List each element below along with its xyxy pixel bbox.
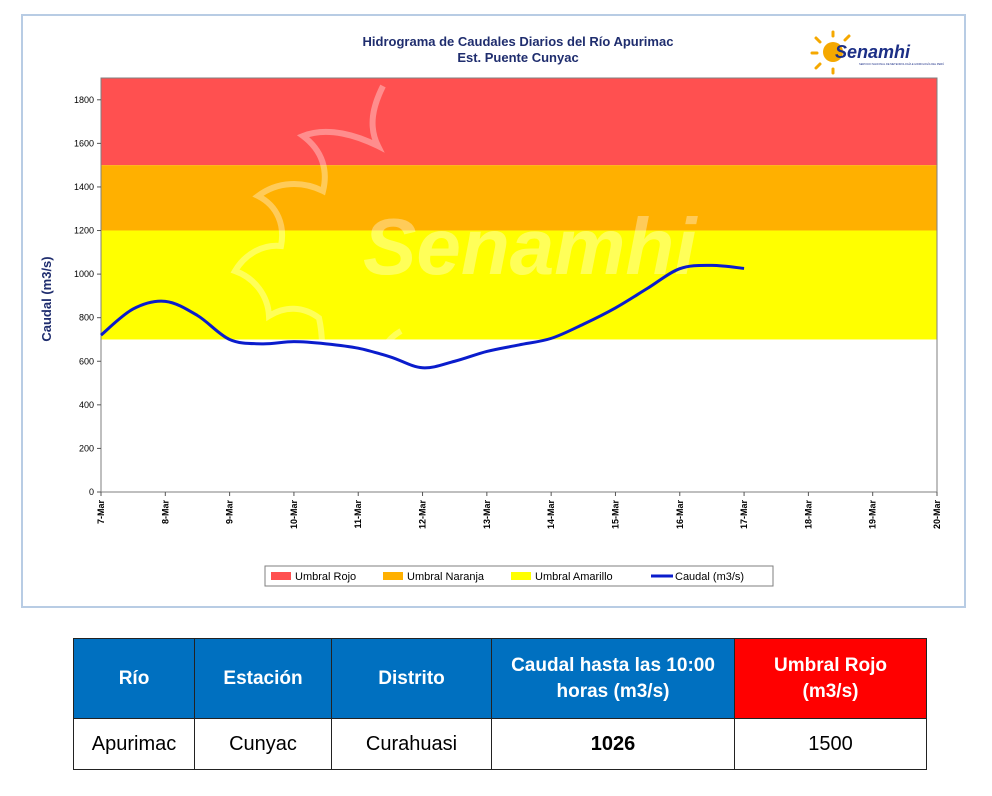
- x-tick-label: 20-Mar: [932, 500, 942, 530]
- legend-swatch: [383, 572, 403, 580]
- x-tick-label: 10-Mar: [289, 500, 299, 530]
- plot-border: [100, 77, 938, 493]
- y-tick-label: 400: [79, 400, 94, 410]
- y-tick-label: 1200: [74, 226, 94, 236]
- table-header-row: Río Estación Distrito Caudal hasta las 1…: [73, 638, 927, 719]
- x-tick-label: 19-Mar: [868, 500, 878, 530]
- legend: Umbral Rojo Umbral Naranja Umbral Amarillo…: [264, 565, 774, 587]
- x-tick-label: 18-Mar: [803, 500, 813, 530]
- series-line-caudal: [100, 263, 745, 370]
- header-umbral-rojo: Umbral Rojo (m3/s): [734, 638, 927, 719]
- threshold-bands: [101, 78, 937, 340]
- plot-axes: 0 200 400 600 800 1000 1200 1400 1600 1800 7-Mar 8-…: [74, 77, 942, 530]
- cell-distrito: Curahuasi: [331, 718, 492, 770]
- y-axis-label: Caudal (m3/s): [39, 256, 54, 341]
- x-tick-label: 16-Mar: [675, 500, 685, 530]
- cell-estacion: Cunyac: [194, 718, 332, 770]
- chart-svg: Hidrograma de Caudales Diarios del Río A…: [39, 30, 944, 587]
- sun-icon: [810, 30, 851, 75]
- legend-swatch: [271, 572, 291, 580]
- y-tick-label: 0: [89, 487, 94, 497]
- band-umbral-naranja: [101, 165, 937, 231]
- header-estacion: Estación: [194, 638, 332, 719]
- x-tick-label: 15-Mar: [610, 500, 620, 530]
- watermark-sun-icon: [230, 84, 403, 388]
- y-tick-label: 200: [79, 443, 94, 453]
- y-tick-label: 1600: [74, 138, 94, 148]
- x-tick-label: 11-Mar: [353, 500, 363, 529]
- x-tick-label: 7-Mar: [96, 500, 106, 525]
- legend-label: Umbral Naranja: [407, 571, 485, 583]
- senamhi-logo: Senamhi SERVICIO NACIONAL DE METEOROLOGÍ…: [810, 30, 944, 75]
- band-umbral-amarillo: [101, 230, 937, 340]
- y-tick-label: 1400: [74, 182, 94, 192]
- y-tick-label: 1000: [74, 269, 94, 279]
- table-row: Apurimac Cunyac Curahuasi 1026 1500: [73, 718, 927, 770]
- header-caudal: Caudal hasta las 10:00 horas (m3/s): [491, 638, 735, 719]
- watermark-text: Senamhi: [363, 202, 698, 291]
- chart-subtitle: Est. Puente Cunyac: [457, 50, 578, 65]
- legend-label: Umbral Amarillo: [535, 571, 613, 583]
- logo-text: Senamhi: [835, 42, 911, 62]
- x-tick-label: 8-Mar: [160, 500, 170, 525]
- station-table: Río Estación Distrito Caudal hasta las 1…: [73, 638, 927, 770]
- cell-umbral-rojo: 1500: [734, 718, 927, 770]
- chart-title: Hidrograma de Caudales Diarios del Río A…: [363, 34, 674, 49]
- hydrograph-chart: Hidrograma de Caudales Diarios del Río A…: [21, 14, 966, 608]
- header-distrito: Distrito: [331, 638, 492, 719]
- header-rio: Río: [73, 638, 195, 719]
- x-tick-label: 12-Mar: [418, 500, 428, 530]
- plot-series: [100, 263, 745, 370]
- y-tick-label: 600: [79, 356, 94, 366]
- x-tick-label: 13-Mar: [482, 500, 492, 530]
- watermark: Senamhi: [230, 84, 698, 388]
- legend-swatch: [511, 572, 531, 580]
- logo-subtext: SERVICIO NACIONAL DE METEOROLOGÍA E HIDR…: [859, 61, 944, 66]
- y-tick-label: 1800: [74, 95, 94, 105]
- cell-rio: Apurimac: [73, 718, 195, 770]
- x-tick-label: 14-Mar: [546, 500, 556, 530]
- cell-caudal: 1026: [491, 718, 735, 770]
- x-tick-label: 17-Mar: [739, 500, 749, 530]
- band-umbral-rojo: [101, 78, 937, 166]
- y-tick-label: 800: [79, 313, 94, 323]
- legend-label: Caudal (m3/s): [675, 571, 744, 583]
- x-tick-label: 9-Mar: [225, 500, 235, 525]
- legend-label: Umbral Rojo: [295, 571, 356, 583]
